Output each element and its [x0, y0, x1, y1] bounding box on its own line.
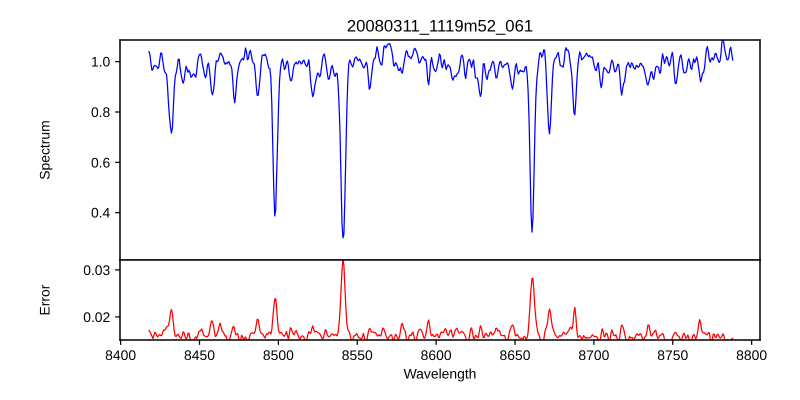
svg-text:8600: 8600	[421, 349, 453, 364]
svg-text:8400: 8400	[105, 349, 137, 364]
svg-text:Spectrum: Spectrum	[39, 120, 54, 179]
svg-text:8800: 8800	[736, 349, 768, 364]
svg-text:8450: 8450	[184, 349, 216, 364]
svg-text:8750: 8750	[657, 349, 689, 364]
svg-text:Error: Error	[39, 284, 54, 316]
svg-text:0.8: 0.8	[91, 106, 111, 121]
svg-text:8700: 8700	[578, 349, 610, 364]
svg-text:0.03: 0.03	[83, 264, 111, 279]
svg-text:0.6: 0.6	[91, 156, 111, 171]
svg-text:20080311_1119m52_061: 20080311_1119m52_061	[347, 16, 534, 35]
svg-text:8500: 8500	[263, 349, 295, 364]
svg-text:1.0: 1.0	[91, 56, 111, 71]
svg-text:8550: 8550	[342, 349, 374, 364]
svg-text:Wavelength: Wavelength	[404, 367, 477, 382]
svg-text:8650: 8650	[500, 349, 532, 364]
svg-text:0.02: 0.02	[83, 311, 111, 326]
svg-text:0.4: 0.4	[91, 207, 111, 222]
